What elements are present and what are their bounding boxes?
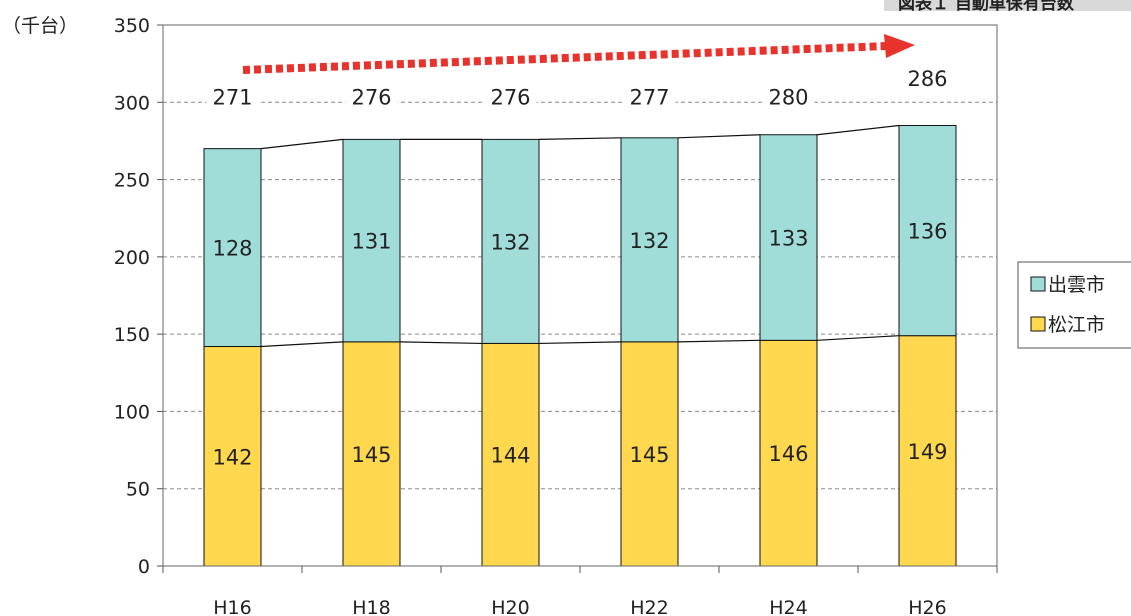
- segment-value-label: 142: [212, 445, 252, 469]
- total-value-label: 276: [351, 85, 391, 109]
- y-tick-label: 0: [138, 556, 150, 578]
- trend-arrow-head: [884, 34, 915, 58]
- total-label-bg: [206, 84, 259, 111]
- x-tick-label: H22: [630, 597, 668, 616]
- data-labels: 142 145 144 145 146 149 128 131 132 132 133 136 271 2…: [206, 65, 954, 469]
- x-tick-label: H26: [908, 597, 946, 616]
- gridlines: [163, 101, 997, 490]
- y-tick-label: 350: [114, 15, 150, 37]
- x-tick-label: H18: [352, 597, 390, 616]
- total-value-label: 280: [768, 85, 808, 109]
- series-connector: [260, 341, 344, 348]
- legend-swatch: [1030, 316, 1046, 332]
- total-label-bg: [484, 84, 537, 111]
- y-tick-label: 50: [126, 479, 150, 501]
- segment-value-label: 132: [490, 230, 530, 254]
- y-axis-unit-label: （千台）: [2, 15, 78, 37]
- bar-segment: [759, 134, 818, 341]
- y-tick-label: 100: [114, 401, 150, 423]
- bar-segment: [342, 138, 401, 343]
- bar-segment: [203, 148, 262, 348]
- total-label-bg: [623, 84, 676, 111]
- segment-value-label: 128: [212, 237, 252, 261]
- bar-segment: [203, 346, 262, 567]
- y-tick-label: 200: [114, 247, 150, 269]
- series-connector-lines: [260, 124, 900, 348]
- segment-value-label: 132: [629, 229, 669, 253]
- x-tick-label: H24: [769, 597, 807, 616]
- x-tick-label: H16: [213, 597, 251, 616]
- series-connector: [538, 137, 622, 140]
- plot-frame: [162, 24, 998, 567]
- bar-segment: [481, 138, 540, 344]
- total-label-bg: [345, 84, 398, 111]
- trend-arrow-shaft: [242, 42, 889, 74]
- chart-title: 図表１ 自動車保有台数: [898, 0, 1074, 11]
- total-value-label: 286: [907, 67, 947, 91]
- segment-value-label: 144: [490, 444, 530, 468]
- bar-segment: [898, 124, 957, 337]
- y-tick-label: 250: [114, 170, 150, 192]
- trend-arrow: [242, 34, 915, 74]
- total-value-label: 276: [490, 85, 530, 109]
- x-tick-label: H20: [491, 597, 529, 616]
- legend-label: 出雲市: [1048, 274, 1105, 296]
- total-label-bg: [901, 65, 954, 92]
- segment-value-label: 145: [629, 443, 669, 467]
- series-connector: [816, 335, 900, 341]
- bar-segment: [620, 137, 679, 343]
- legend-label: 松江市: [1048, 314, 1105, 336]
- y-tick-label: 300: [114, 92, 150, 114]
- legend-frame: [1017, 261, 1131, 349]
- series-connector: [816, 124, 900, 136]
- series-connector: [399, 341, 483, 345]
- segment-value-label: 145: [351, 443, 391, 467]
- total-label-bg: [762, 84, 815, 111]
- series-connector: [677, 134, 761, 139]
- segment-value-label: 131: [351, 230, 391, 254]
- total-value-label: 277: [629, 85, 669, 109]
- bar-segment: [342, 341, 401, 567]
- chart-title-banner: 図表１ 自動車保有台数: [884, 0, 1131, 11]
- series-connector: [260, 138, 344, 150]
- total-value-label: 271: [212, 85, 252, 109]
- axes: 0 50 100 150 200 250 300 350 H16 H18 H20 H22 H24 H26: [114, 15, 998, 616]
- legend-swatch: [1030, 276, 1046, 292]
- bars: [203, 124, 957, 567]
- y-tick-label: 150: [114, 324, 150, 346]
- series-connector: [538, 341, 622, 345]
- segment-value-label: 133: [768, 227, 808, 251]
- series-connector: [677, 339, 761, 343]
- segment-value-label: 136: [907, 220, 947, 244]
- segment-value-label: 146: [768, 442, 808, 466]
- segment-value-label: 149: [907, 440, 947, 464]
